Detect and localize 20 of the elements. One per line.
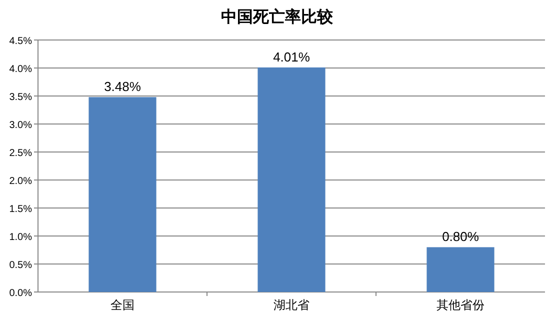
data-label: 3.48% [104,79,142,94]
x-tick-label: 全国 [110,298,134,312]
y-tick-label: 0.0% [9,288,32,299]
y-tick-label: 3.0% [9,120,32,131]
bar [258,67,326,292]
data-label: 4.01% [273,49,310,64]
y-tick-label: 4.0% [9,64,32,75]
chart-title: 中国死亡率比较 [221,7,334,26]
y-tick-label: 1.5% [9,204,32,215]
bar [88,97,156,292]
y-tick-label: 2.0% [9,176,32,187]
y-tick-label: 4.5% [9,36,32,47]
y-tick-label: 2.5% [9,148,32,159]
y-tick-label: 1.0% [9,232,32,243]
y-tick-label: 0.5% [9,260,32,271]
y-tick-label: 3.5% [9,92,32,103]
x-tick-label: 其他省份 [436,298,484,312]
x-tick-label: 湖北省 [274,298,310,312]
bar [426,247,494,292]
data-label: 0.80% [442,229,480,244]
